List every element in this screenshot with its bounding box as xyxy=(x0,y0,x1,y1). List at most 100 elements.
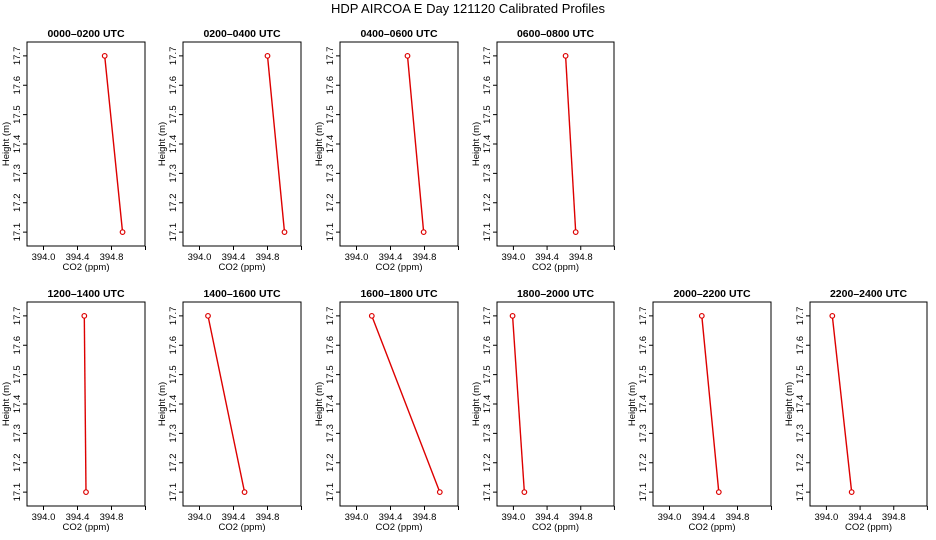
y-tick-label: 17.5 xyxy=(12,105,23,124)
y-tick-label: 17.3 xyxy=(325,424,336,443)
y-tick-label: 17.4 xyxy=(12,135,23,154)
y-tick-label: 17.5 xyxy=(12,365,23,384)
y-tick-label: 17.5 xyxy=(325,365,336,384)
x-tick-label: 394.0 xyxy=(658,512,682,523)
y-axis-label: Height (m) xyxy=(471,382,482,426)
y-tick-label: 17.1 xyxy=(795,483,806,502)
data-point xyxy=(698,312,705,319)
y-axis-label: Height (m) xyxy=(1,382,12,426)
y-tick-label: 17.5 xyxy=(795,365,806,384)
x-tick-label: 394.4 xyxy=(222,252,246,263)
x-tick-label: 394.4 xyxy=(66,252,90,263)
x-tick-label: 394.4 xyxy=(535,252,559,263)
plot-frame xyxy=(339,41,459,247)
profile-line xyxy=(831,315,853,493)
y-tick-label: 17.1 xyxy=(482,223,493,242)
plot-frame xyxy=(339,301,459,507)
x-axis-label: CO2 (ppm) xyxy=(63,262,110,273)
y-tick-label: 17.3 xyxy=(482,164,493,183)
x-tick-label: 394.4 xyxy=(848,512,872,523)
profile-line xyxy=(266,55,286,233)
profile-line xyxy=(564,55,577,233)
y-tick-label: 17.6 xyxy=(168,76,179,95)
y-tick-label: 17.7 xyxy=(12,307,23,326)
x-axis-label: CO2 (ppm) xyxy=(219,262,266,273)
x-axis-label: CO2 (ppm) xyxy=(63,522,110,533)
profile-line xyxy=(511,315,526,493)
x-axis-label: CO2 (ppm) xyxy=(219,522,266,533)
panel-title: 1400–1600 UTC xyxy=(203,288,280,300)
x-tick-label: 394.0 xyxy=(188,512,212,523)
y-axis-label: Height (m) xyxy=(314,122,325,166)
data-point xyxy=(436,489,443,496)
data-point xyxy=(521,489,528,496)
x-tick-label: 394.8 xyxy=(413,252,437,263)
y-tick-label: 17.1 xyxy=(12,223,23,242)
data-point xyxy=(420,229,427,236)
y-axis-label: Height (m) xyxy=(157,122,168,166)
y-tick-label: 17.4 xyxy=(482,135,493,154)
plot-frame xyxy=(496,301,615,507)
y-tick-label: 17.1 xyxy=(482,483,493,502)
x-tick-label: 394.0 xyxy=(502,252,526,263)
x-tick-label: 394.8 xyxy=(100,252,124,263)
y-tick-label: 17.6 xyxy=(482,336,493,355)
plot-frame xyxy=(809,301,928,507)
y-tick-label: 17.3 xyxy=(168,164,179,183)
y-tick-label: 17.6 xyxy=(12,76,23,95)
y-tick-label: 17.4 xyxy=(168,135,179,154)
y-tick-label: 17.4 xyxy=(168,395,179,414)
x-axis-label: CO2 (ppm) xyxy=(845,522,892,533)
y-tick-label: 17.5 xyxy=(168,105,179,124)
chart-panel: 1600–1800 UTC 394.0 394.4 394.8 17.1 17.2 17.3… xyxy=(314,288,459,533)
panel-title: 0400–0600 UTC xyxy=(360,28,437,40)
y-tick-label: 17.4 xyxy=(638,395,649,414)
y-tick-label: 17.7 xyxy=(168,47,179,66)
data-point xyxy=(264,52,271,59)
y-tick-label: 17.7 xyxy=(482,47,493,66)
profile-line xyxy=(371,315,441,493)
profile-line xyxy=(406,55,425,233)
y-axis-label: Height (m) xyxy=(471,122,482,166)
x-tick-label: 394.0 xyxy=(188,252,212,263)
data-point xyxy=(404,52,411,59)
profile-line xyxy=(207,315,246,493)
chart-panel: 2000–2200 UTC 394.0 394.4 394.8 17.1 17.2 17.3… xyxy=(627,288,772,533)
y-tick-label: 17.3 xyxy=(795,424,806,443)
x-tick-label: 394.0 xyxy=(32,252,56,263)
data-point xyxy=(101,52,108,59)
y-tick-label: 17.6 xyxy=(482,76,493,95)
y-tick-label: 17.2 xyxy=(168,194,179,213)
y-tick-label: 17.2 xyxy=(12,454,23,473)
y-tick-label: 17.2 xyxy=(325,194,336,213)
x-tick-label: 394.8 xyxy=(413,512,437,523)
y-axis-label: Height (m) xyxy=(1,122,12,166)
x-tick-label: 394.8 xyxy=(100,512,124,523)
plot-frame xyxy=(182,301,302,507)
panel-title: 0200–0400 UTC xyxy=(203,28,280,40)
y-tick-label: 17.7 xyxy=(12,47,23,66)
y-tick-label: 17.1 xyxy=(12,483,23,502)
y-tick-label: 17.3 xyxy=(12,164,23,183)
panel-title: 1200–1400 UTC xyxy=(47,288,124,300)
y-tick-label: 17.4 xyxy=(795,395,806,414)
data-point xyxy=(509,312,516,319)
x-tick-label: 394.0 xyxy=(815,512,839,523)
data-point xyxy=(81,312,88,319)
data-point xyxy=(281,229,288,236)
y-tick-label: 17.3 xyxy=(168,424,179,443)
x-tick-label: 394.4 xyxy=(535,512,559,523)
y-tick-label: 17.7 xyxy=(795,307,806,326)
y-tick-label: 17.6 xyxy=(325,76,336,95)
x-tick-label: 394.0 xyxy=(345,512,369,523)
chart-panel: 0000–0200 UTC 394.0 394.4 394.8 17.1 17.2 17.3… xyxy=(1,28,146,273)
x-tick-label: 394.8 xyxy=(726,512,750,523)
y-tick-label: 17.4 xyxy=(325,395,336,414)
x-tick-label: 394.8 xyxy=(256,252,280,263)
page-title: HDP AIRCOA E Day 121120 Calibrated Profi… xyxy=(330,1,606,16)
y-tick-label: 17.1 xyxy=(325,223,336,242)
y-tick-label: 17.6 xyxy=(638,336,649,355)
chart-panel: 1400–1600 UTC 394.0 394.4 394.8 17.1 17.2 17.3… xyxy=(157,288,302,533)
y-tick-label: 17.7 xyxy=(638,307,649,326)
